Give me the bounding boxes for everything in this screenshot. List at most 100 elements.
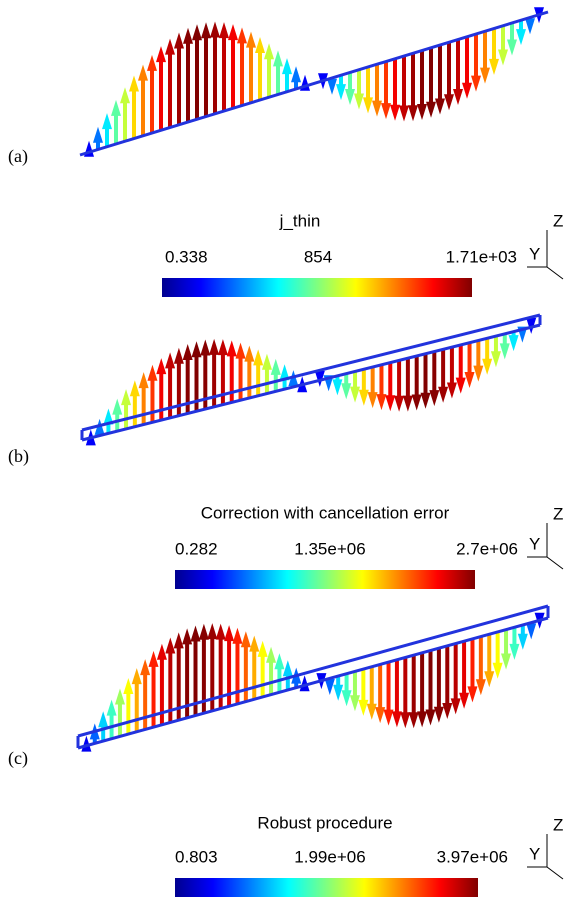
- arrow-head: [383, 709, 394, 726]
- triad-axis: [546, 556, 564, 570]
- colorbar-tick-label: 2.7e+06: [456, 539, 518, 558]
- arrow-head: [147, 54, 157, 71]
- arrow-head: [273, 50, 283, 67]
- arrow-head: [198, 623, 209, 640]
- arrow-head: [417, 711, 428, 728]
- arrow-head: [376, 394, 387, 411]
- colorbar: [175, 570, 475, 589]
- triad-y: Y: [529, 244, 540, 263]
- panel: (b) Correction with cancellation error 0.2…: [8, 313, 564, 589]
- arrow-head: [444, 94, 454, 111]
- beam: [79, 10, 549, 157]
- arrow-head: [438, 386, 449, 403]
- arrow-head: [475, 679, 486, 696]
- arrow-head: [111, 99, 121, 116]
- colorbar-tick-label: 0.282: [175, 539, 218, 558]
- arrow-head: [129, 380, 140, 397]
- colorbar: [162, 278, 472, 297]
- triad-z: Z: [553, 504, 563, 523]
- arrow-head: [333, 684, 344, 701]
- colorbar-title: Robust procedure: [257, 813, 392, 832]
- arrow-head: [399, 105, 409, 122]
- arrow-head: [489, 58, 499, 75]
- arrow-head: [148, 650, 159, 667]
- arrow-head: [390, 104, 400, 121]
- arrow-head: [408, 712, 419, 729]
- arrow-head: [249, 635, 260, 652]
- arrow-head: [237, 27, 247, 44]
- arrow-head: [192, 24, 202, 41]
- arrow-head: [429, 390, 440, 407]
- arrow-head: [182, 343, 193, 360]
- arrow-head: [462, 82, 472, 99]
- arrow-head: [240, 631, 251, 648]
- arrow-head: [138, 64, 148, 81]
- arrow-head: [341, 383, 352, 400]
- arrow-head: [467, 686, 478, 703]
- triad-axis: [546, 266, 564, 280]
- arrow-head: [121, 389, 132, 406]
- arrow-head: [358, 389, 369, 406]
- colorbar-title: j_thin: [279, 211, 321, 230]
- colorbar-tick-label: 1.99e+06: [294, 847, 365, 866]
- arrow-head: [156, 358, 167, 375]
- arrow-head: [147, 364, 158, 381]
- arrow-head: [173, 347, 184, 364]
- arrow-head: [244, 345, 255, 362]
- arrow-head: [156, 46, 166, 63]
- arrow-head: [215, 623, 226, 640]
- arrow-head: [200, 339, 211, 356]
- arrow-head: [366, 703, 377, 720]
- arrow-head: [349, 695, 360, 712]
- arrow-head: [324, 679, 335, 696]
- triad-y: Y: [529, 534, 540, 553]
- arrow-head: [219, 22, 229, 39]
- arrow-head: [350, 386, 361, 403]
- arrow-head: [183, 27, 193, 44]
- arrow-head: [508, 335, 519, 352]
- arrow-head: [482, 358, 493, 375]
- arrow-head: [420, 392, 431, 409]
- arrow-head: [358, 699, 369, 716]
- arrow-head: [385, 395, 396, 412]
- arrow-head: [446, 382, 457, 399]
- arrow-head: [282, 660, 293, 677]
- arrow-head: [279, 364, 290, 381]
- arrow-head: [131, 668, 142, 685]
- arrow-head: [190, 625, 201, 642]
- arrow-head: [224, 625, 235, 642]
- arrow-head: [174, 32, 184, 49]
- panel: (a) j_thin 0.338 854 1.71e+03 ZY: [8, 7, 563, 297]
- arrow-head: [232, 627, 243, 644]
- beam: [81, 323, 541, 442]
- arrow-head: [129, 75, 139, 92]
- arrow-head: [282, 58, 292, 75]
- arrow-head: [246, 31, 256, 48]
- arrow-head: [255, 37, 265, 54]
- arrow-head: [517, 633, 528, 650]
- arrow-head: [408, 105, 418, 122]
- arrow-head: [455, 377, 466, 394]
- arrow-head: [341, 690, 352, 707]
- arrow-head: [156, 643, 167, 660]
- arrow-head: [209, 338, 220, 355]
- arrow-head: [490, 351, 501, 368]
- arrow-head: [459, 692, 470, 709]
- arrow-head: [400, 712, 411, 729]
- colorbar-tick-label: 0.338: [165, 247, 208, 266]
- arrow-head: [261, 353, 272, 370]
- arrow-head: [471, 75, 481, 92]
- arrow-head: [217, 339, 228, 356]
- arrow-head: [140, 659, 151, 676]
- arrow-head: [417, 103, 427, 120]
- arrow-head: [103, 408, 114, 425]
- arrow-head: [207, 623, 218, 640]
- arrow-head: [435, 98, 445, 115]
- arrow-head: [102, 113, 112, 130]
- colorbar: [175, 878, 478, 897]
- arrow-head: [332, 379, 343, 396]
- arrow-head: [173, 632, 184, 649]
- arrow-head: [499, 343, 510, 360]
- arrow-head: [114, 688, 125, 705]
